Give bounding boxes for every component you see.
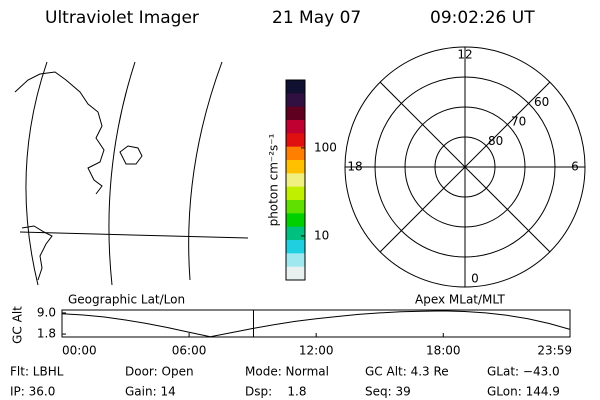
colorbar-segment xyxy=(286,160,305,174)
polar-ring xyxy=(404,106,526,228)
polar-spoke xyxy=(379,81,551,253)
status-field: Flt: LBHL xyxy=(10,365,64,379)
y-tick-label: 1.8 xyxy=(37,327,56,341)
colorbar-segment xyxy=(286,186,305,201)
x-tick-label: 06:00 xyxy=(172,344,207,358)
map-label: Geographic Lat/Lon xyxy=(68,293,185,307)
status-field: GLat: −43.0 xyxy=(487,365,560,379)
colorbar-segment xyxy=(286,266,305,281)
polar-lat-label: 60 xyxy=(534,95,549,109)
status-field: GLon: 144.9 xyxy=(487,385,560,399)
status-field: GC Alt: 4.3 Re xyxy=(365,365,449,379)
status-field: Mode: Normal xyxy=(245,365,329,379)
instrument: Ultraviolet Imager xyxy=(45,8,199,28)
x-tick-label: 23:59 xyxy=(537,344,572,358)
polar-ring xyxy=(434,136,496,198)
x-tick-label: 12:00 xyxy=(299,344,334,358)
colorbar-segment xyxy=(286,133,305,148)
status-field: Gain: 14 xyxy=(125,385,176,399)
polar-mlt-label: 6 xyxy=(571,160,579,174)
y-axis-label: GC Alt xyxy=(11,306,25,344)
status-field: IP: 36.0 xyxy=(10,385,55,399)
coastline xyxy=(14,71,105,195)
colorbar-label: photon cm⁻²s⁻¹ xyxy=(267,133,281,226)
status-field: Dsp: 1.8 xyxy=(245,385,307,399)
colorbar-tick-label: 100 xyxy=(314,140,337,154)
meridian xyxy=(108,61,136,286)
status-field: Door: Open xyxy=(125,365,194,379)
polar-mlt-label: 0 xyxy=(471,272,479,286)
meridian xyxy=(188,61,223,281)
colorbar-frame xyxy=(285,79,306,281)
coastline xyxy=(119,145,143,165)
colorbar-segment xyxy=(286,106,305,121)
colorbar-segment xyxy=(286,253,305,268)
polar-mlt-label: 18 xyxy=(347,160,362,174)
colorbar-segment xyxy=(286,120,305,134)
colorbar-segment xyxy=(286,93,305,108)
y-tick-label: 9.0 xyxy=(37,305,56,319)
altitude-line xyxy=(61,310,571,338)
map xyxy=(14,61,249,286)
x-tick-label: 00:00 xyxy=(62,344,97,358)
polar-mlt-label: 12 xyxy=(457,48,472,62)
x-tick-label: 18:00 xyxy=(426,344,461,358)
colorbar-segment xyxy=(286,240,305,254)
parallel xyxy=(19,231,249,239)
colorbar-segment xyxy=(286,213,305,228)
time: 09:02:26 UT xyxy=(430,8,535,28)
meridian xyxy=(25,61,48,286)
date: 21 May 07 xyxy=(272,8,361,28)
polar-label: Apex MLat/MLT xyxy=(415,293,505,307)
polar-ring xyxy=(374,76,556,258)
polar-lat-label: 80 xyxy=(488,134,503,148)
status-field: Seq: 39 xyxy=(365,385,411,399)
colorbar-segment xyxy=(286,173,305,188)
colorbar-tick-label: 10 xyxy=(314,228,329,242)
colorbar-segment xyxy=(286,146,305,161)
colorbar-segment xyxy=(286,80,305,94)
colorbar-segment xyxy=(286,226,305,241)
colorbar-segment xyxy=(286,200,305,214)
coastline xyxy=(21,225,53,281)
polar-lat-label: 70 xyxy=(511,115,526,129)
